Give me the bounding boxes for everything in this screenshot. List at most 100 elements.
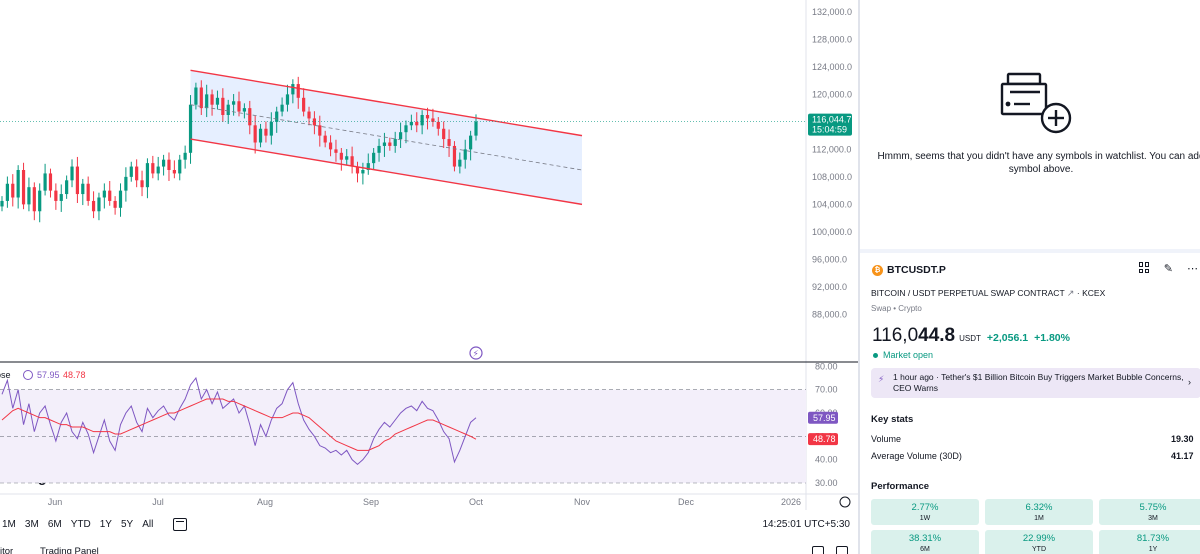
candle-body (113, 200, 117, 208)
symbol-header[interactable]: ₿ BTCUSDT.P (872, 264, 946, 276)
collapse-icon[interactable] (836, 546, 848, 554)
candle-body (350, 156, 354, 167)
candle-body (328, 142, 333, 150)
calendar-icon[interactable] (173, 517, 188, 531)
grid-icon[interactable] (1138, 262, 1150, 273)
candle (442, 121, 446, 148)
timeframe-5y[interactable]: 5Y (120, 518, 134, 530)
news-banner[interactable]: ⚡ 1 hour ago · Tether's $1 Billion Bitco… (871, 368, 1200, 398)
external-link-icon[interactable]: ↗ (1066, 288, 1077, 298)
current-price-label: 116,044.7 (812, 115, 851, 125)
candle (27, 177, 31, 212)
candle (205, 84, 209, 118)
channel-lower-line (190, 138, 583, 206)
candle-body (269, 121, 273, 136)
y-tick-label: 120,000.0 (812, 89, 852, 99)
candle-body (420, 115, 424, 126)
performance-cell[interactable]: 2.77% 1W (871, 499, 979, 525)
rsi-legend-value: 57.95 (37, 370, 60, 380)
tab-editor[interactable]: itor (0, 546, 14, 554)
candle-body (436, 121, 440, 129)
candle-body (393, 139, 397, 146)
candle (258, 123, 263, 148)
rsi-value-badge (808, 411, 838, 424)
candle (345, 149, 349, 165)
performance-cell[interactable]: 81.73% 1Y (1099, 530, 1200, 554)
symbol-header-actions: ✎ ⋯ (1138, 262, 1198, 275)
timeframe-all[interactable]: All (142, 518, 154, 530)
maximize-icon[interactable] (812, 546, 824, 554)
candle-body (151, 163, 155, 174)
candle-body (366, 163, 370, 170)
candle (302, 88, 306, 117)
candle-body (264, 128, 268, 136)
market-status-label: Market open (883, 350, 934, 360)
candle (388, 137, 392, 151)
candle-body (215, 97, 220, 105)
candle-body (65, 180, 69, 195)
candle (188, 95, 193, 164)
symbol-name: BTCUSDT.P (887, 264, 946, 276)
performance-cell[interactable]: 6.32% 1M (985, 499, 1093, 525)
rsi-tick-label: 30.00 (815, 478, 838, 488)
candle-body (97, 197, 101, 212)
x-tick-label: Oct (469, 497, 484, 507)
candle (32, 182, 36, 221)
timeframe-6m[interactable]: 6M (47, 518, 62, 530)
candle (108, 181, 112, 206)
performance-period: 6M (920, 546, 930, 553)
candle (124, 167, 128, 202)
candle (221, 88, 225, 122)
candle-body (361, 170, 365, 174)
candle (118, 183, 123, 217)
candle-body (258, 128, 263, 143)
candle-body (339, 152, 343, 160)
timeframe-3m[interactable]: 3M (24, 518, 39, 530)
edit-icon[interactable]: ✎ (1163, 263, 1173, 275)
performance-period: 1M (1034, 515, 1044, 522)
key-stats-title: Key stats (871, 414, 914, 425)
candle-body (70, 166, 74, 181)
candle (178, 154, 182, 181)
candle-body (398, 132, 403, 140)
timeframe-1y[interactable]: 1Y (99, 518, 112, 530)
chevron-right-icon: › (1188, 377, 1191, 387)
candle (194, 82, 198, 110)
candle (420, 110, 424, 135)
y-tick-label: 92,000.0 (812, 282, 847, 292)
candle-body (124, 176, 128, 191)
candle (248, 100, 252, 135)
performance-cell[interactable]: 38.31% 6M (871, 530, 979, 554)
candle (458, 152, 462, 174)
timeframe-ytd[interactable]: YTD (70, 518, 91, 530)
candle-body (145, 163, 150, 188)
candle-body (129, 166, 133, 177)
candle-body (27, 187, 31, 205)
candle (469, 130, 473, 161)
candle-body (43, 173, 47, 191)
candle-body (59, 194, 63, 201)
performance-cell[interactable]: 22.99% YTD (985, 530, 1093, 554)
candle (199, 80, 203, 115)
timeframe-1m[interactable]: 1M (2, 518, 16, 530)
candle (355, 161, 360, 183)
more-icon[interactable]: ⋯ (1187, 263, 1198, 275)
price-change: +2,056.1 (986, 332, 1029, 344)
candle-body (242, 108, 246, 112)
candle (48, 168, 53, 198)
y-tick-label: 112,000.0 (812, 144, 851, 154)
candle-body (32, 187, 36, 212)
clock-readout[interactable]: 14:25:01 UTC+5:30 (762, 518, 850, 530)
price-chart[interactable]: 132,000.0 128,000.0 124,000.0 120,000.0 116,… (0, 0, 858, 554)
candle (91, 191, 96, 219)
candle-body (54, 190, 58, 201)
rsi-settings-icon (23, 370, 33, 380)
candle (372, 148, 376, 170)
performance-cell[interactable]: 5.75% 3M (1099, 499, 1200, 525)
candle-body (156, 166, 160, 174)
add-watchlist-icon[interactable] (1000, 68, 1072, 140)
panel-divider[interactable] (858, 0, 860, 554)
candle-body (442, 128, 446, 140)
tab-trading-panel[interactable]: Trading Panel (40, 546, 99, 554)
y-tick-label: 124,000.0 (812, 62, 852, 72)
